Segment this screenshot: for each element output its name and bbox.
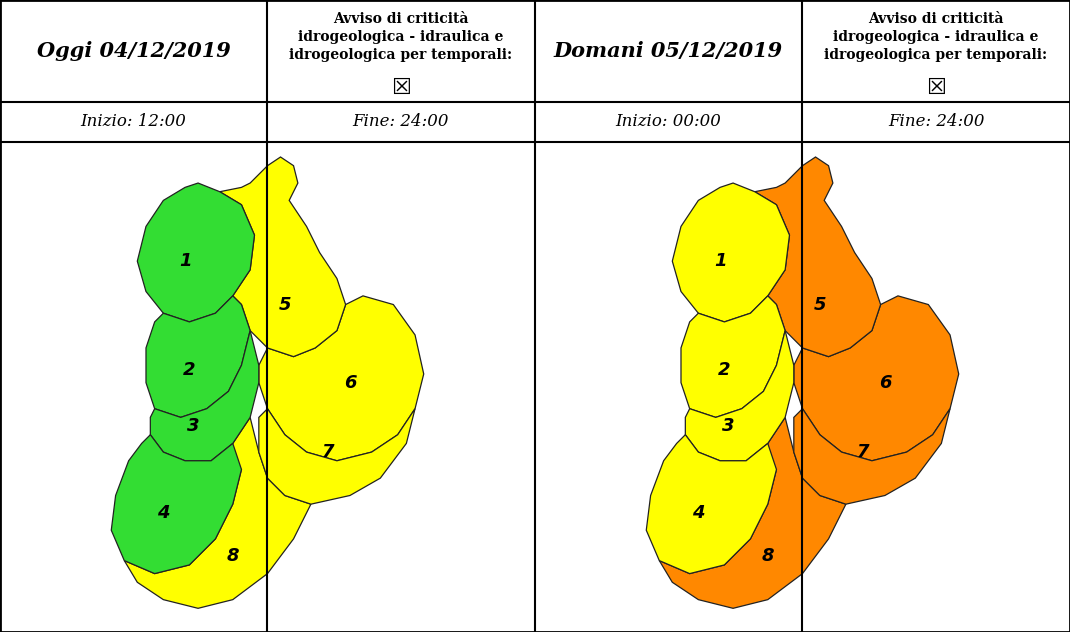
Text: Inizio: 12:00: Inizio: 12:00 [80,114,186,130]
Polygon shape [672,183,790,322]
Text: 2: 2 [183,361,196,379]
Text: 4: 4 [692,504,705,522]
Text: 5: 5 [813,296,826,313]
Text: 6: 6 [343,374,356,392]
Polygon shape [219,157,346,356]
Text: 3: 3 [722,417,735,435]
Text: 6: 6 [878,374,891,392]
Text: Domani 05/12/2019: Domani 05/12/2019 [554,41,783,61]
Polygon shape [137,183,255,322]
Text: 5: 5 [278,296,291,313]
Text: 8: 8 [762,547,774,565]
Polygon shape [259,296,424,461]
Polygon shape [124,417,311,609]
Text: 1: 1 [179,252,192,270]
Polygon shape [150,331,259,461]
Polygon shape [794,296,959,461]
Polygon shape [681,296,785,417]
Text: 2: 2 [718,361,731,379]
Text: 7: 7 [322,443,335,461]
Polygon shape [146,296,250,417]
Text: Avviso di criticità
idrogeologica - idraulica e
idrogeologica per temporali:: Avviso di criticità idrogeologica - idra… [825,11,1048,63]
Text: 4: 4 [157,504,170,522]
Polygon shape [646,435,777,574]
Polygon shape [794,409,950,504]
Text: ☒: ☒ [926,78,946,98]
Polygon shape [659,417,846,609]
Text: Fine: 24:00: Fine: 24:00 [888,114,984,130]
Text: 7: 7 [857,443,870,461]
Polygon shape [685,331,794,461]
Text: Fine: 24:00: Fine: 24:00 [353,114,449,130]
Text: Inizio: 00:00: Inizio: 00:00 [615,114,721,130]
Polygon shape [259,409,415,504]
Polygon shape [111,435,242,574]
Text: ☒: ☒ [391,78,411,98]
Polygon shape [754,157,881,356]
Text: Avviso di criticità
idrogeologica - idraulica e
idrogeologica per temporali:: Avviso di criticità idrogeologica - idra… [290,11,513,63]
Text: 3: 3 [187,417,200,435]
Text: 1: 1 [714,252,727,270]
Text: 8: 8 [227,547,239,565]
Text: Oggi 04/12/2019: Oggi 04/12/2019 [36,41,230,61]
